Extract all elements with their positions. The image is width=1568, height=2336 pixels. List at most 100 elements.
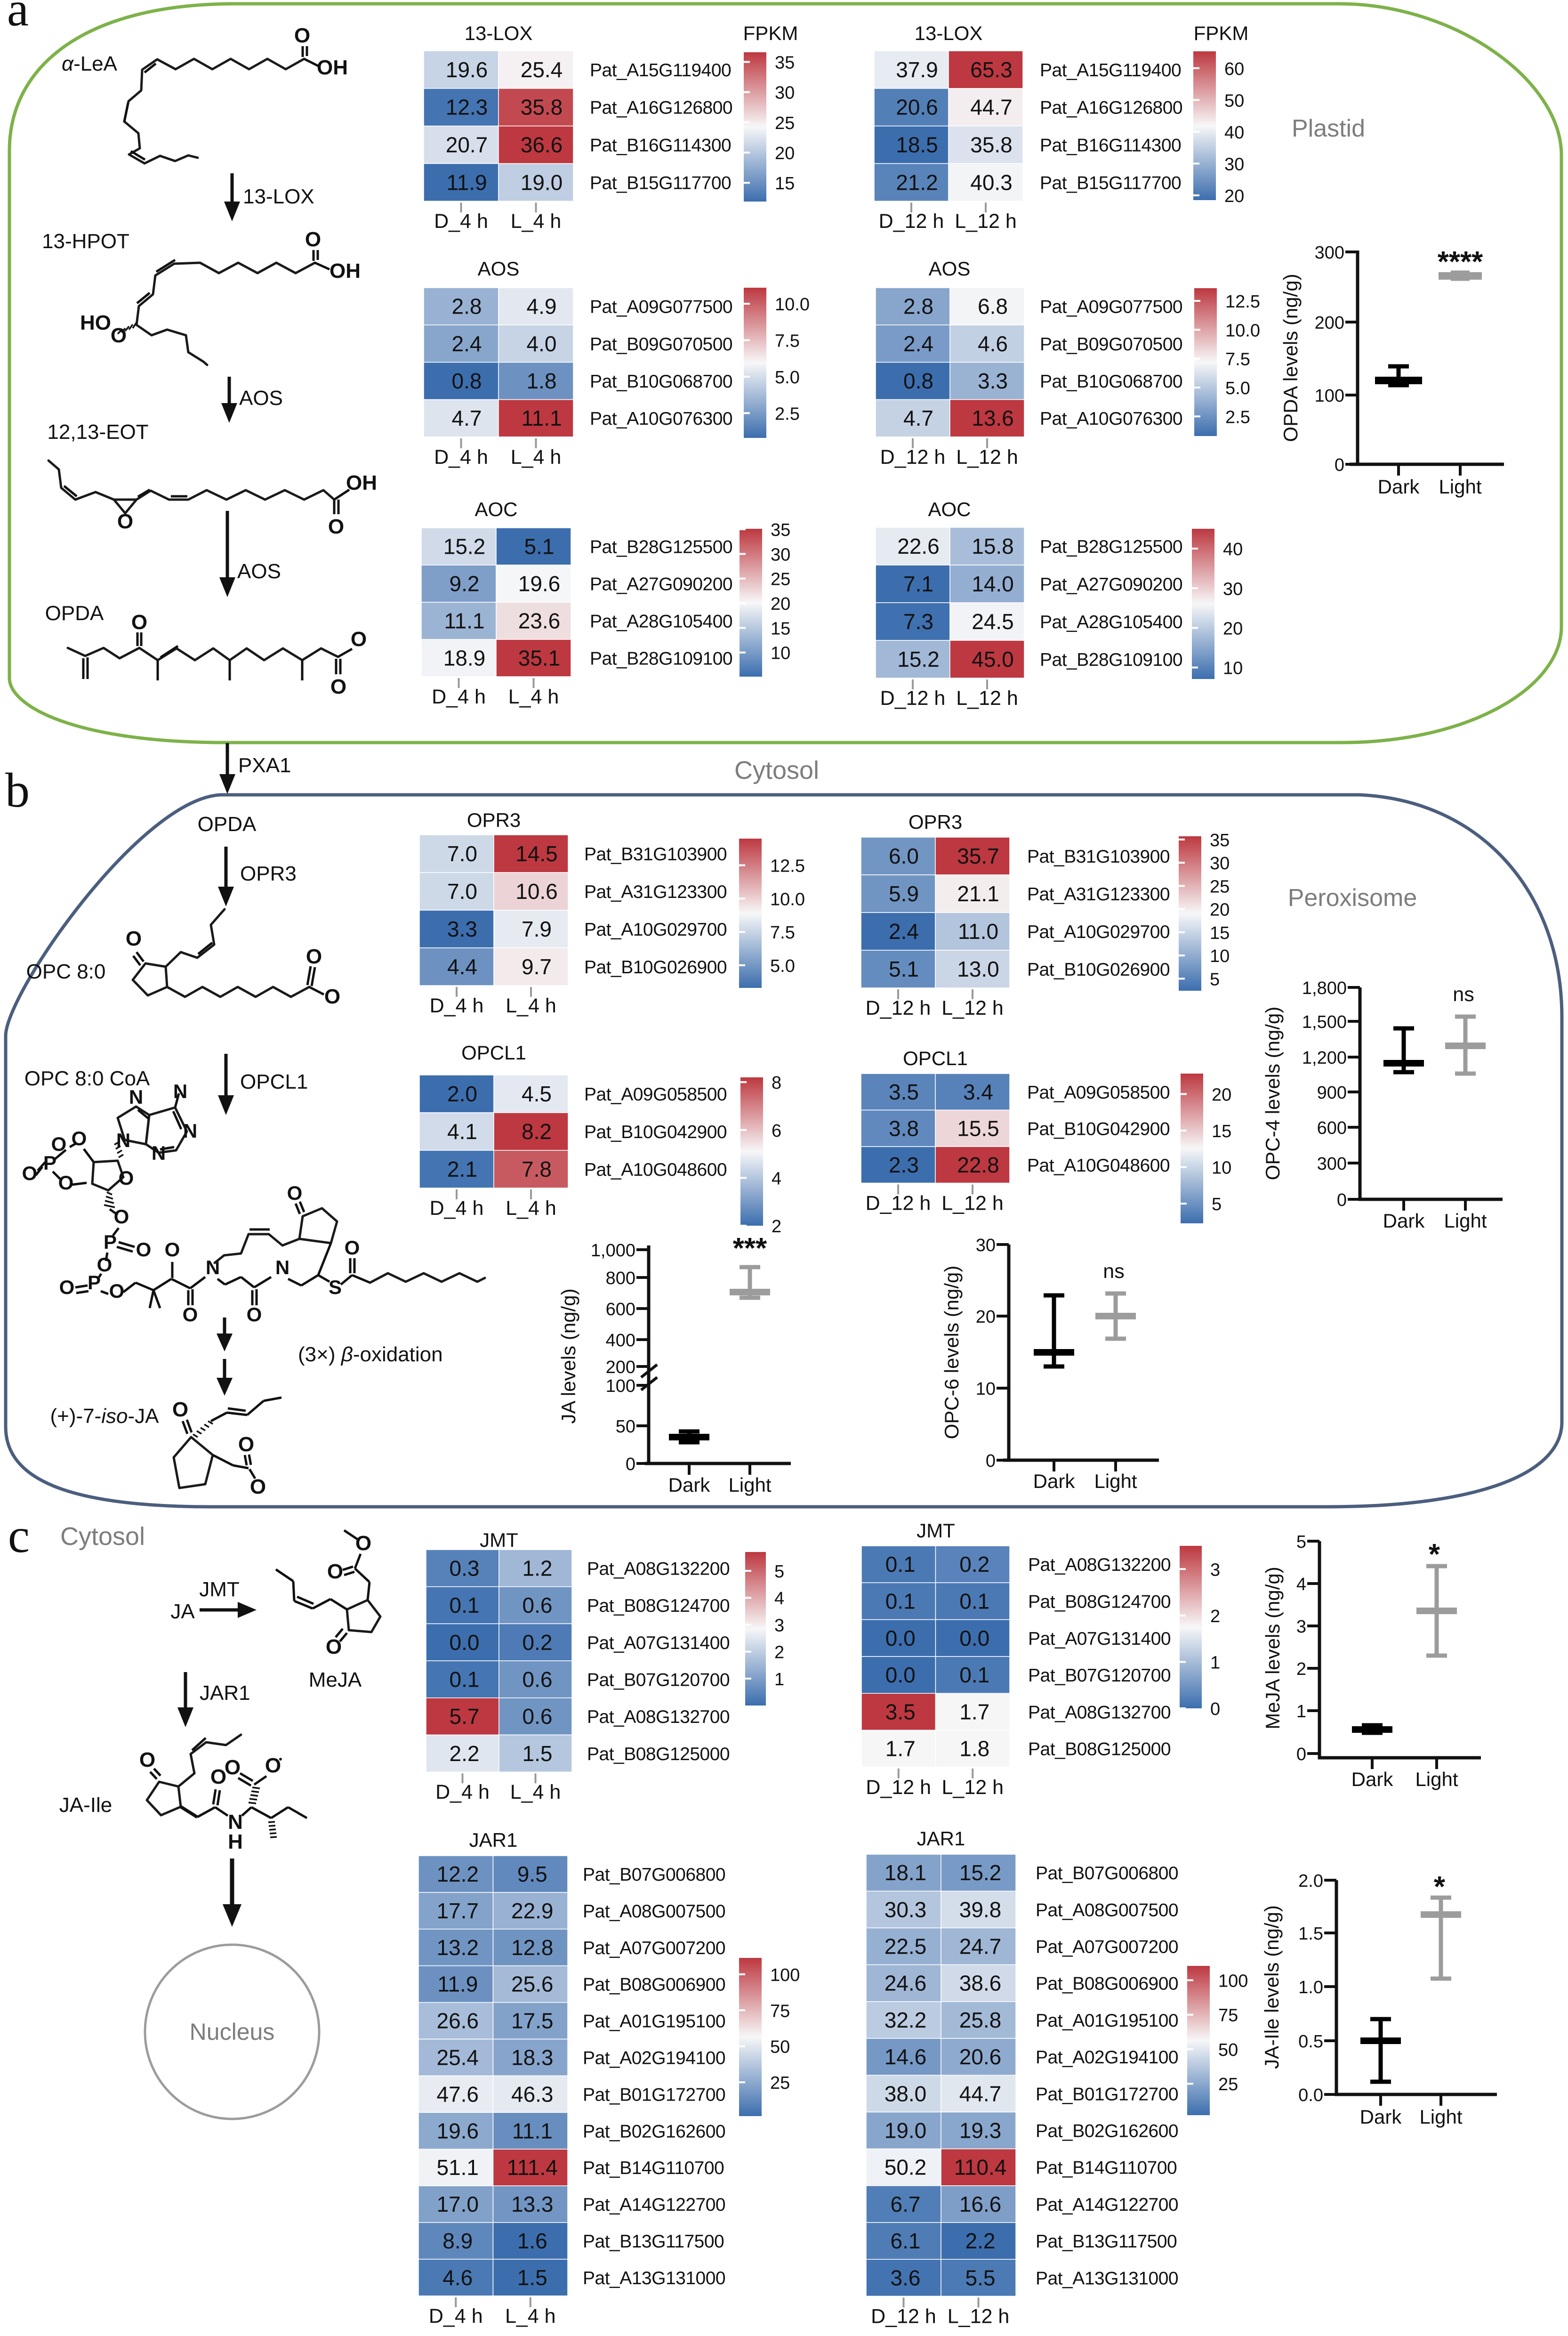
svg-text:1.5: 1.5	[523, 1741, 553, 1766]
svg-text:6: 6	[772, 1121, 781, 1141]
svg-text:7.5: 7.5	[775, 331, 800, 351]
svg-text:0.1: 0.1	[885, 1589, 916, 1613]
svg-text:4.7: 4.7	[903, 406, 933, 430]
svg-text:D_12 h: D_12 h	[880, 687, 946, 710]
svg-text:32.2: 32.2	[885, 2008, 927, 2032]
svg-text:Dark: Dark	[1378, 476, 1420, 498]
svg-text:Pat_A02G194100: Pat_A02G194100	[1036, 2047, 1178, 2068]
svg-text:O: O	[287, 1182, 303, 1204]
svg-text:11.1: 11.1	[521, 406, 562, 430]
svg-text:Dark: Dark	[1033, 1470, 1076, 1492]
svg-text:Pat_A10G048600: Pat_A10G048600	[584, 1160, 727, 1180]
svg-text:Nucleus: Nucleus	[190, 2019, 275, 2045]
svg-text:L_12 h: L_12 h	[941, 1776, 1004, 1799]
svg-text:12.8: 12.8	[511, 1935, 554, 1960]
svg-text:Pat_B14G110700: Pat_B14G110700	[1036, 2158, 1177, 2178]
svg-text:10: 10	[771, 644, 790, 663]
svg-text:2.4: 2.4	[889, 919, 919, 944]
svg-text:14.5: 14.5	[515, 841, 558, 866]
svg-text:0.5: 0.5	[1298, 2032, 1323, 2052]
svg-text:Pat_A08G132200: Pat_A08G132200	[1028, 1555, 1171, 1575]
svg-text:9.5: 9.5	[517, 1862, 547, 1886]
svg-text:35.8: 35.8	[970, 133, 1013, 157]
svg-text:α-LeA: α-LeA	[62, 52, 118, 75]
svg-text:5.0: 5.0	[1225, 379, 1250, 398]
svg-text:0.1: 0.1	[450, 1667, 480, 1691]
svg-text:50: 50	[1224, 91, 1244, 111]
svg-text:JA-Ile: JA-Ile	[59, 1794, 112, 1817]
svg-text:25.4: 25.4	[521, 57, 563, 82]
svg-text:O: O	[306, 945, 322, 968]
svg-text:D_4 h: D_4 h	[435, 1781, 490, 1803]
svg-text:46.3: 46.3	[511, 2082, 554, 2106]
svg-text:Dark: Dark	[1383, 1210, 1425, 1232]
svg-text:23.6: 23.6	[518, 609, 561, 633]
svg-text:O: O	[58, 1172, 74, 1194]
svg-text:Pat_A13G131000: Pat_A13G131000	[583, 2268, 725, 2288]
svg-text:35: 35	[775, 53, 795, 73]
svg-text:2.2: 2.2	[965, 2229, 996, 2253]
svg-text:O: O	[109, 1280, 125, 1302]
svg-text:OPDA levels (ng/g): OPDA levels (ng/g)	[1279, 274, 1302, 442]
svg-text:AOS: AOS	[929, 258, 971, 280]
svg-text:21.2: 21.2	[896, 170, 938, 194]
svg-text:20: 20	[1212, 1085, 1231, 1105]
svg-text:L_12 h: L_12 h	[941, 1192, 1004, 1215]
svg-text:a: a	[7, 0, 29, 36]
svg-text:O: O	[355, 1532, 371, 1555]
svg-text:Pat_A08G007500: Pat_A08G007500	[1036, 1900, 1178, 1920]
svg-text:OPR3: OPR3	[909, 811, 962, 833]
svg-text:50: 50	[1218, 2040, 1238, 2060]
svg-text:O: O	[324, 985, 340, 1008]
svg-text:1: 1	[1210, 1653, 1220, 1673]
svg-text:25.6: 25.6	[511, 1972, 554, 1997]
svg-text:6.1: 6.1	[891, 2229, 921, 2253]
svg-text:21.1: 21.1	[957, 881, 999, 906]
svg-text:Pat_A09G058500: Pat_A09G058500	[1027, 1083, 1170, 1103]
svg-text:30: 30	[775, 83, 795, 103]
svg-text:22.8: 22.8	[957, 1153, 999, 1177]
svg-text:0: 0	[986, 1451, 996, 1471]
svg-text:3: 3	[774, 1616, 784, 1635]
svg-text:6.8: 6.8	[978, 294, 1008, 319]
svg-text:1,000: 1,000	[591, 1241, 635, 1261]
svg-text:Pat_B10G068700: Pat_B10G068700	[590, 372, 732, 392]
svg-text:D_12 h: D_12 h	[866, 1776, 931, 1799]
svg-text:OPC-4 levels (ng/g): OPC-4 levels (ng/g)	[1262, 1007, 1284, 1180]
svg-text:5.0: 5.0	[770, 956, 795, 976]
svg-text:OPDA: OPDA	[198, 813, 257, 836]
svg-text:5.0: 5.0	[775, 368, 800, 388]
svg-text:30: 30	[771, 545, 790, 565]
svg-text:3: 3	[1210, 1560, 1220, 1580]
svg-text:7.3: 7.3	[903, 609, 933, 634]
svg-text:5.7: 5.7	[450, 1704, 480, 1729]
svg-text:JMT: JMT	[917, 1520, 955, 1542]
svg-text:0: 0	[1210, 1699, 1220, 1719]
svg-text:9.7: 9.7	[522, 954, 552, 979]
svg-text:7.5: 7.5	[770, 923, 795, 943]
svg-text:Light: Light	[728, 1474, 771, 1496]
svg-text:OPCL1: OPCL1	[461, 1042, 526, 1064]
svg-text:AOC: AOC	[928, 498, 971, 520]
svg-text:O: O	[265, 1754, 281, 1777]
svg-text:Pat_B10G042900: Pat_B10G042900	[1027, 1119, 1170, 1139]
svg-text:600: 600	[1317, 1118, 1347, 1138]
svg-text:12,13-EOT: 12,13-EOT	[47, 420, 148, 444]
svg-text:N: N	[173, 1080, 187, 1102]
svg-text:1,500: 1,500	[1302, 1012, 1347, 1032]
svg-text:30: 30	[976, 1236, 996, 1255]
svg-text:10.0: 10.0	[1225, 321, 1260, 340]
svg-text:Pat_B13G117500: Pat_B13G117500	[583, 2231, 724, 2252]
svg-text:O: O	[326, 1635, 342, 1658]
svg-text:Pat_B01G172700: Pat_B01G172700	[1036, 2084, 1178, 2104]
svg-text:5: 5	[774, 1562, 784, 1582]
svg-text:24.7: 24.7	[959, 1934, 1002, 1959]
svg-text:N: N	[129, 1086, 143, 1108]
svg-text:*: *	[1434, 1871, 1446, 1903]
svg-text:D_12 h: D_12 h	[866, 1192, 931, 1215]
svg-text:Pat_A09G077500: Pat_A09G077500	[1040, 297, 1182, 317]
svg-text:O: O	[210, 1765, 226, 1788]
svg-text:Pat_B08G125000: Pat_B08G125000	[1028, 1739, 1171, 1760]
svg-text:26.6: 26.6	[436, 2009, 479, 2033]
svg-text:11.1: 11.1	[444, 609, 484, 633]
